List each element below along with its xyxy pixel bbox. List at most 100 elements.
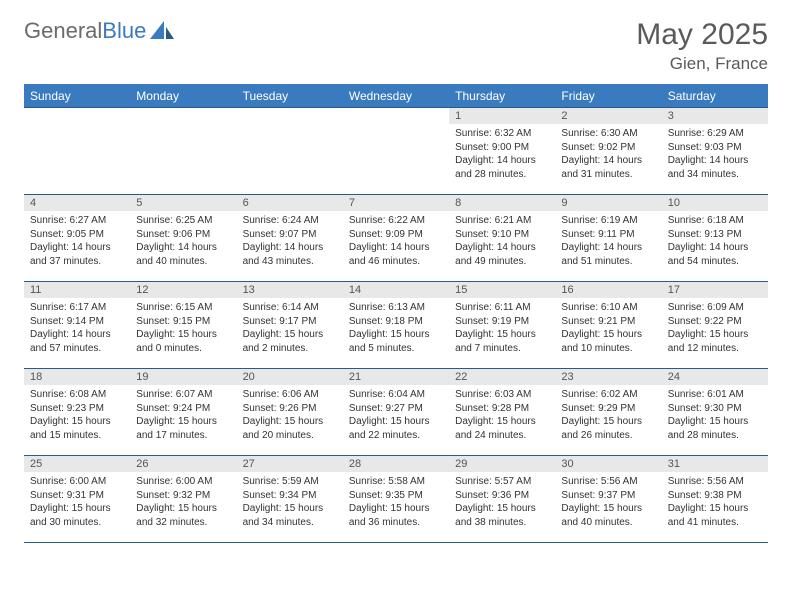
calendar-cell: 11Sunrise: 6:17 AMSunset: 9:14 PMDayligh…: [24, 282, 130, 368]
calendar-cell: 16Sunrise: 6:10 AMSunset: 9:21 PMDayligh…: [555, 282, 661, 368]
calendar-week: 11Sunrise: 6:17 AMSunset: 9:14 PMDayligh…: [24, 281, 768, 368]
calendar-cell: [130, 108, 236, 194]
day-number: 20: [237, 369, 343, 385]
day-number: 23: [555, 369, 661, 385]
day-data: Sunrise: 5:59 AMSunset: 9:34 PMDaylight:…: [237, 472, 343, 533]
title-block: May 2025 Gien, France: [636, 18, 768, 74]
day-data: Sunrise: 6:18 AMSunset: 9:13 PMDaylight:…: [662, 211, 768, 272]
calendar-cell: 31Sunrise: 5:56 AMSunset: 9:38 PMDayligh…: [662, 456, 768, 542]
calendar: SundayMondayTuesdayWednesdayThursdayFrid…: [24, 84, 768, 543]
calendar-cell: [343, 108, 449, 194]
day-number: 12: [130, 282, 236, 298]
day-number: 5: [130, 195, 236, 211]
day-data: Sunrise: 6:29 AMSunset: 9:03 PMDaylight:…: [662, 124, 768, 185]
logo: GeneralBlue: [24, 18, 176, 44]
day-data: Sunrise: 6:13 AMSunset: 9:18 PMDaylight:…: [343, 298, 449, 359]
calendar-cell: 26Sunrise: 6:00 AMSunset: 9:32 PMDayligh…: [130, 456, 236, 542]
calendar-week: 25Sunrise: 6:00 AMSunset: 9:31 PMDayligh…: [24, 455, 768, 542]
day-data: Sunrise: 6:32 AMSunset: 9:00 PMDaylight:…: [449, 124, 555, 185]
calendar-cell: 6Sunrise: 6:24 AMSunset: 9:07 PMDaylight…: [237, 195, 343, 281]
calendar-cell: 22Sunrise: 6:03 AMSunset: 9:28 PMDayligh…: [449, 369, 555, 455]
day-number: 17: [662, 282, 768, 298]
day-number: 26: [130, 456, 236, 472]
day-number: 18: [24, 369, 130, 385]
day-header-cell: Tuesday: [237, 85, 343, 107]
day-data: Sunrise: 6:15 AMSunset: 9:15 PMDaylight:…: [130, 298, 236, 359]
day-number: 30: [555, 456, 661, 472]
day-number: 8: [449, 195, 555, 211]
calendar-cell: 24Sunrise: 6:01 AMSunset: 9:30 PMDayligh…: [662, 369, 768, 455]
day-data: Sunrise: 5:56 AMSunset: 9:37 PMDaylight:…: [555, 472, 661, 533]
calendar-cell: 7Sunrise: 6:22 AMSunset: 9:09 PMDaylight…: [343, 195, 449, 281]
location: Gien, France: [636, 54, 768, 74]
calendar-cell: 2Sunrise: 6:30 AMSunset: 9:02 PMDaylight…: [555, 108, 661, 194]
day-data: Sunrise: 6:06 AMSunset: 9:26 PMDaylight:…: [237, 385, 343, 446]
calendar-cell: 20Sunrise: 6:06 AMSunset: 9:26 PMDayligh…: [237, 369, 343, 455]
day-number: 2: [555, 108, 661, 124]
calendar-cell: 8Sunrise: 6:21 AMSunset: 9:10 PMDaylight…: [449, 195, 555, 281]
day-number: 28: [343, 456, 449, 472]
day-data: Sunrise: 6:27 AMSunset: 9:05 PMDaylight:…: [24, 211, 130, 272]
day-number: 9: [555, 195, 661, 211]
day-number: 14: [343, 282, 449, 298]
calendar-cell: 13Sunrise: 6:14 AMSunset: 9:17 PMDayligh…: [237, 282, 343, 368]
day-number: 31: [662, 456, 768, 472]
calendar-cell: 27Sunrise: 5:59 AMSunset: 9:34 PMDayligh…: [237, 456, 343, 542]
calendar-body: 1Sunrise: 6:32 AMSunset: 9:00 PMDaylight…: [24, 107, 768, 543]
day-data: Sunrise: 6:25 AMSunset: 9:06 PMDaylight:…: [130, 211, 236, 272]
day-header-cell: Friday: [555, 85, 661, 107]
calendar-cell: 14Sunrise: 6:13 AMSunset: 9:18 PMDayligh…: [343, 282, 449, 368]
calendar-cell: 18Sunrise: 6:08 AMSunset: 9:23 PMDayligh…: [24, 369, 130, 455]
calendar-cell: 9Sunrise: 6:19 AMSunset: 9:11 PMDaylight…: [555, 195, 661, 281]
day-number: 15: [449, 282, 555, 298]
day-data: Sunrise: 5:56 AMSunset: 9:38 PMDaylight:…: [662, 472, 768, 533]
calendar-cell: 12Sunrise: 6:15 AMSunset: 9:15 PMDayligh…: [130, 282, 236, 368]
calendar-week: 4Sunrise: 6:27 AMSunset: 9:05 PMDaylight…: [24, 194, 768, 281]
day-header-cell: Saturday: [662, 85, 768, 107]
calendar-cell: 10Sunrise: 6:18 AMSunset: 9:13 PMDayligh…: [662, 195, 768, 281]
calendar-cell: 17Sunrise: 6:09 AMSunset: 9:22 PMDayligh…: [662, 282, 768, 368]
day-number: 25: [24, 456, 130, 472]
day-number: 10: [662, 195, 768, 211]
day-data: Sunrise: 6:08 AMSunset: 9:23 PMDaylight:…: [24, 385, 130, 446]
header: GeneralBlue May 2025 Gien, France: [24, 18, 768, 74]
day-data: Sunrise: 5:57 AMSunset: 9:36 PMDaylight:…: [449, 472, 555, 533]
day-data: Sunrise: 6:04 AMSunset: 9:27 PMDaylight:…: [343, 385, 449, 446]
day-number: 21: [343, 369, 449, 385]
day-number: 3: [662, 108, 768, 124]
day-header-cell: Monday: [130, 85, 236, 107]
day-number: 11: [24, 282, 130, 298]
day-data: Sunrise: 6:19 AMSunset: 9:11 PMDaylight:…: [555, 211, 661, 272]
day-number: 24: [662, 369, 768, 385]
day-number: 6: [237, 195, 343, 211]
day-data: Sunrise: 6:02 AMSunset: 9:29 PMDaylight:…: [555, 385, 661, 446]
month-title: May 2025: [636, 18, 768, 52]
day-data: Sunrise: 6:21 AMSunset: 9:10 PMDaylight:…: [449, 211, 555, 272]
calendar-cell: 19Sunrise: 6:07 AMSunset: 9:24 PMDayligh…: [130, 369, 236, 455]
calendar-cell: [24, 108, 130, 194]
day-number: 1: [449, 108, 555, 124]
calendar-cell: 30Sunrise: 5:56 AMSunset: 9:37 PMDayligh…: [555, 456, 661, 542]
day-header-cell: Thursday: [449, 85, 555, 107]
day-number: 16: [555, 282, 661, 298]
calendar-cell: 23Sunrise: 6:02 AMSunset: 9:29 PMDayligh…: [555, 369, 661, 455]
calendar-cell: 1Sunrise: 6:32 AMSunset: 9:00 PMDaylight…: [449, 108, 555, 194]
day-data: Sunrise: 6:03 AMSunset: 9:28 PMDaylight:…: [449, 385, 555, 446]
calendar-cell: 4Sunrise: 6:27 AMSunset: 9:05 PMDaylight…: [24, 195, 130, 281]
day-data: Sunrise: 6:09 AMSunset: 9:22 PMDaylight:…: [662, 298, 768, 359]
day-data: Sunrise: 6:00 AMSunset: 9:32 PMDaylight:…: [130, 472, 236, 533]
day-data: Sunrise: 6:22 AMSunset: 9:09 PMDaylight:…: [343, 211, 449, 272]
calendar-cell: 29Sunrise: 5:57 AMSunset: 9:36 PMDayligh…: [449, 456, 555, 542]
calendar-week: 1Sunrise: 6:32 AMSunset: 9:00 PMDaylight…: [24, 107, 768, 194]
day-number: 13: [237, 282, 343, 298]
calendar-cell: 28Sunrise: 5:58 AMSunset: 9:35 PMDayligh…: [343, 456, 449, 542]
day-data: Sunrise: 6:17 AMSunset: 9:14 PMDaylight:…: [24, 298, 130, 359]
day-data: Sunrise: 6:24 AMSunset: 9:07 PMDaylight:…: [237, 211, 343, 272]
day-data: Sunrise: 6:01 AMSunset: 9:30 PMDaylight:…: [662, 385, 768, 446]
day-data: Sunrise: 5:58 AMSunset: 9:35 PMDaylight:…: [343, 472, 449, 533]
day-number: 19: [130, 369, 236, 385]
day-number: 4: [24, 195, 130, 211]
day-data: Sunrise: 6:07 AMSunset: 9:24 PMDaylight:…: [130, 385, 236, 446]
calendar-cell: [237, 108, 343, 194]
day-header-cell: Sunday: [24, 85, 130, 107]
